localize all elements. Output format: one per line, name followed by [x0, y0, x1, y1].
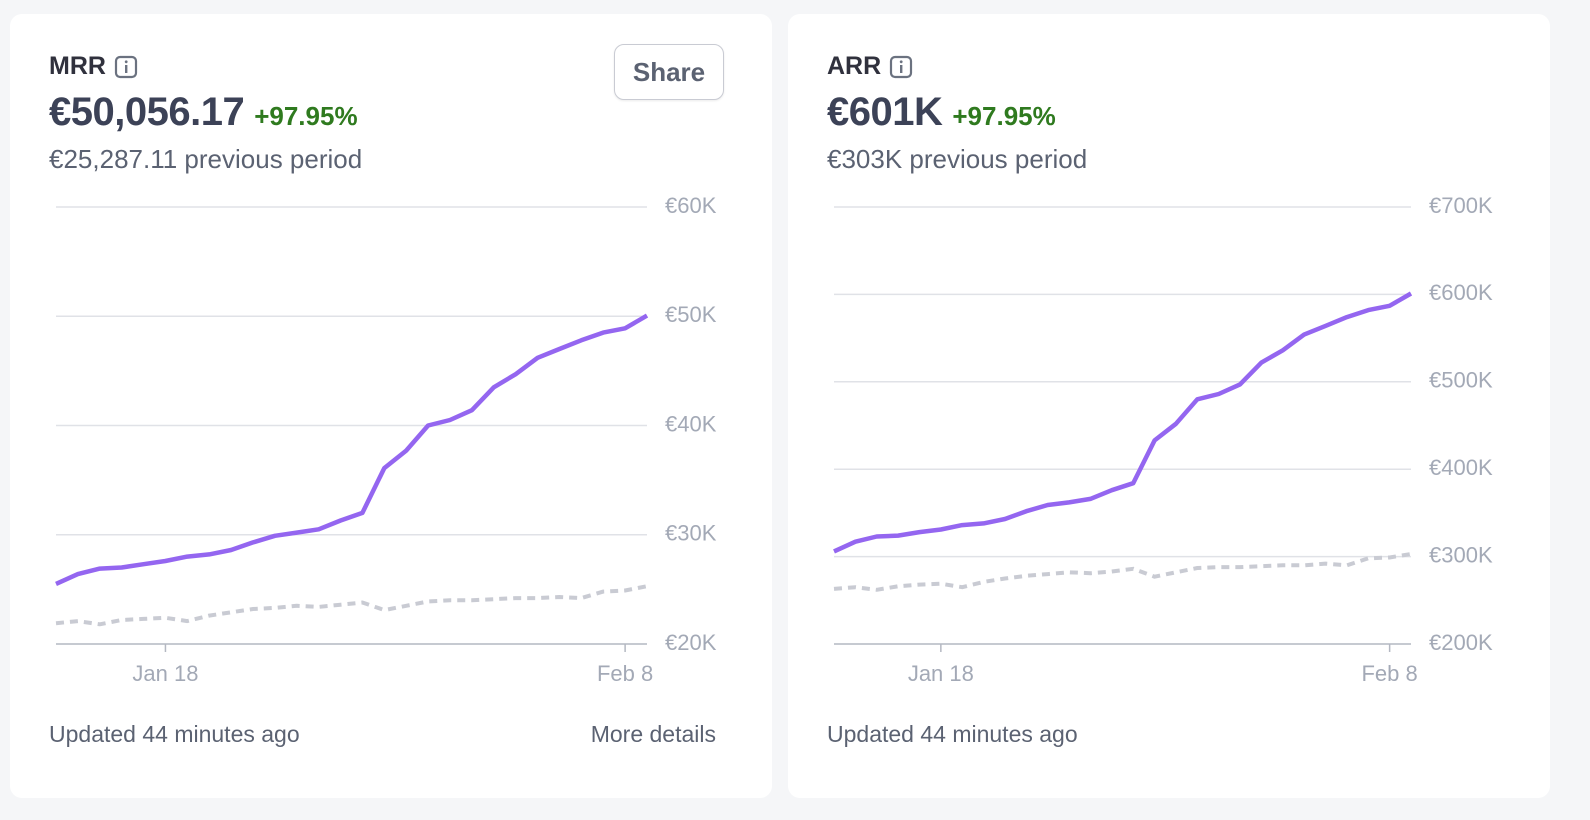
card-title: ARR: [827, 52, 913, 81]
metric-value: €50,056.17: [49, 90, 245, 134]
updated-text: Updated 44 minutes ago: [827, 721, 1078, 747]
y-tick-label: €50K: [665, 302, 717, 327]
current-line: [833, 291, 1413, 554]
previous-period: €25,287.11 previous period: [49, 144, 363, 174]
current-line: [55, 313, 649, 586]
card: €20K €30K €40K €50K €60K Jan 18 Feb 8 MRR €50,…: [10, 14, 772, 798]
y-tick-label: €30K: [665, 521, 717, 546]
chart: €200K €300K €400K €500K €600K €700K Jan 18 Feb …: [833, 193, 1493, 686]
title-text: ARR: [827, 52, 882, 80]
card: €200K €300K €400K €500K €600K €700K Jan 18 Feb …: [788, 14, 1550, 798]
updated-text: Updated 44 minutes ago: [49, 721, 300, 747]
info-icon[interactable]: [889, 55, 913, 79]
more-details-link[interactable]: More details: [590, 721, 716, 747]
x-tick-label: Jan 18: [908, 661, 974, 686]
y-tick-label: €60K: [665, 193, 717, 218]
card-title: MRR: [49, 52, 138, 81]
metric-change: +97.95%: [254, 101, 358, 131]
previous-line: [833, 552, 1412, 592]
x-tick-label: Jan 18: [132, 661, 198, 686]
y-tick-label: €200K: [1429, 630, 1493, 655]
x-tick-label: Feb 8: [597, 661, 653, 686]
headline: €50,056.17 +97.95%: [49, 90, 358, 135]
y-tick-label: €300K: [1429, 542, 1493, 567]
headline: €601K +97.95%: [827, 90, 1056, 135]
share-button[interactable]: Share: [614, 44, 724, 100]
metric-change: +97.95%: [952, 101, 1056, 131]
y-tick-label: €500K: [1429, 368, 1493, 393]
y-tick-label: €400K: [1429, 455, 1493, 480]
metric-value: €601K: [827, 90, 943, 134]
y-tick-label: €40K: [665, 411, 717, 436]
chart: €20K €30K €40K €50K €60K Jan 18 Feb 8: [55, 193, 717, 686]
x-tick-label: Feb 8: [1361, 661, 1417, 686]
y-tick-label: €600K: [1429, 280, 1493, 305]
info-icon[interactable]: [114, 55, 138, 79]
y-tick-label: €20K: [665, 630, 717, 655]
previous-period: €303K previous period: [827, 144, 1088, 174]
previous-line: [55, 584, 648, 627]
title-text: MRR: [49, 52, 106, 80]
y-tick-label: €700K: [1429, 193, 1493, 218]
